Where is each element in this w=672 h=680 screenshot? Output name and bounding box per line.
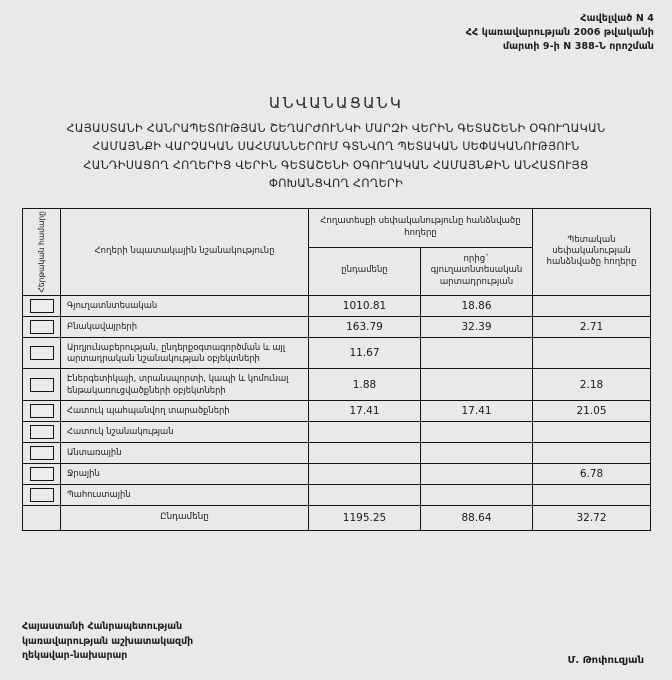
column-header-rownum-label: Հերթական համարը	[36, 211, 46, 293]
row-value-agri	[419, 441, 534, 464]
column-header-name: Հողերի նպատակային նշանակությունը	[60, 208, 309, 296]
total-number-cell	[22, 504, 61, 531]
column-header-group: Հողատեսքի սեփականությունը հանձնվածը հողե…	[307, 208, 534, 248]
row-value-total: 1.88	[308, 368, 421, 401]
row-number-cell	[22, 441, 61, 464]
row-name: Պահուստային	[60, 483, 309, 506]
row-value-total: 1010.81	[308, 294, 421, 317]
column-header-rownum: Հերթական համարը	[22, 208, 61, 296]
row-value-total: 11.67	[308, 336, 421, 370]
row-name: Անտառային	[60, 441, 309, 464]
row-number-box	[29, 377, 54, 392]
footer-line-1: Հայաստանի Հանրապետության	[22, 621, 183, 632]
footer-signature-name: Մ. Թոփուզյան	[567, 655, 644, 666]
row-value-state: 21.05	[532, 399, 652, 422]
column-header-agri: որից` գյուղատնտեսական արտադրության	[419, 246, 534, 296]
page-subtitle: ՀԱՅԱՍՏԱՆԻ ՀԱՆՐԱՊԵՏՈՒԹՅԱՆ ՇԵՂԱՐԺՈՒՆԿԻ ՄԱՐ…	[0, 120, 672, 194]
table-row: Հատուկ նշանակության	[22, 420, 652, 443]
row-value-agri: 32.39	[419, 315, 534, 338]
table-body: Գյուղատնտեսական 1010.81 18.86 Բնակավայրե…	[22, 294, 652, 531]
footer-line-3: ղեկավար-նախարար	[22, 650, 128, 662]
row-value-state	[532, 441, 652, 464]
subtitle-line-4: ՓՈԽԱՆՑՎՈՂ ՀՈՂԵՐԻ	[268, 177, 404, 191]
title-block: ԱՆՎԱՆԱՑԱՆԿ ՀԱՅԱՍՏԱՆԻ ՀԱՆՐԱՊԵՏՈՒԹՅԱՆ ՇԵՂԱ…	[0, 94, 672, 194]
row-name: Ջրային	[60, 462, 309, 485]
table-row: Անտառային	[22, 441, 652, 464]
table-head: Հերթական համարը Հողերի նպատակային նշանակ…	[22, 208, 652, 296]
row-name: Բնակավայրերի	[60, 315, 309, 338]
total-value-agri: 88.64	[419, 504, 534, 531]
row-name: Հատուկ նշանակության	[60, 420, 309, 443]
row-number-cell	[22, 294, 61, 317]
row-number-cell	[22, 336, 61, 370]
row-value-total	[308, 420, 421, 443]
header-line-3: մարտի 9-ի N 388-Ն որոշման	[502, 40, 654, 52]
total-value-total: 1195.25	[308, 504, 421, 531]
row-number-cell	[22, 399, 61, 422]
row-value-state	[532, 336, 652, 370]
column-header-state: Պետական սեփականության հանձնվածը հողերը	[532, 208, 652, 296]
row-value-state: 6.78	[532, 462, 652, 485]
row-number-cell	[22, 420, 61, 443]
table-row: Արդյունաբերության, ընդերքօգտագործման և ա…	[22, 336, 652, 370]
row-value-agri	[419, 368, 534, 401]
row-value-agri	[419, 336, 534, 370]
land-table-wrapper: Հերթական համարը Հողերի նպատակային նշանակ…	[22, 208, 652, 531]
subtitle-line-1: ՀԱՅԱՍՏԱՆԻ ՀԱՆՐԱՊԵՏՈՒԹՅԱՆ ՇԵՂԱՐԺՈՒՆԿԻ ՄԱՐ…	[66, 122, 606, 135]
subtitle-line-3: ՀԱՆԴԻՍԱՑՈՂ ՀՈՂԵՐԻՑ ՎԵՐԻՆ ԳԵՏԱՇԵՆԻ ՕԳՈՒՂԱ…	[83, 158, 589, 172]
table-row: Հատուկ պահպանվող տարածքների 17.41 17.41 …	[22, 399, 652, 422]
row-number-cell	[22, 462, 61, 485]
row-value-total	[308, 462, 421, 485]
row-value-state	[532, 483, 652, 506]
table-row: Բնակավայրերի 163.79 32.39 2.71	[22, 315, 652, 338]
row-number-box	[29, 298, 54, 313]
footer-line-2: կառավարության աշխատակազմի	[22, 635, 194, 647]
row-number-cell	[22, 483, 61, 506]
footer-signatory-title: Հայաստանի Հանրապետության կառավարության ա…	[22, 620, 193, 664]
row-number-box	[29, 403, 54, 418]
row-value-agri: 18.86	[419, 294, 534, 317]
column-header-total: ընդամենը	[308, 246, 421, 296]
total-value-state: 32.72	[532, 504, 652, 531]
row-number-cell	[22, 315, 61, 338]
row-name: Հատուկ պահպանվող տարածքների	[60, 399, 309, 422]
row-value-agri	[419, 420, 534, 443]
row-value-state: 2.71	[532, 315, 652, 338]
row-value-total	[308, 483, 421, 506]
row-name: Գյուղատնտեսական	[60, 294, 309, 317]
table-row: Պահուստային	[22, 483, 652, 506]
row-value-total: 17.41	[308, 399, 421, 422]
row-number-box	[29, 466, 54, 481]
table-row: Էներգետիկայի, տրանսպորտի, կապի և կոմունա…	[22, 368, 652, 401]
document-header: Հավելված N 4 ՀՀ կառավարության 2006 թվակա…	[466, 12, 654, 53]
row-value-agri: 17.41	[419, 399, 534, 422]
row-value-total: 163.79	[308, 315, 421, 338]
row-value-agri	[419, 483, 534, 506]
table-row-total: Ընդամենը 1195.25 88.64 32.72	[22, 504, 652, 531]
row-value-total	[308, 441, 421, 464]
header-line-1: Հավելված N 4	[580, 13, 654, 24]
row-number-box	[29, 487, 54, 502]
row-name: Էներգետիկայի, տրանսպորտի, կապի և կոմունա…	[60, 368, 309, 401]
row-value-state	[532, 420, 652, 443]
row-number-box	[29, 345, 54, 360]
row-value-state	[532, 294, 652, 317]
row-number-box	[29, 319, 54, 334]
header-line-2: ՀՀ կառավարության 2006 թվականի	[465, 26, 654, 38]
subtitle-line-2: ՀԱՄԱՅՆՔԻ ՎԱՐՉԱԿԱՆ ՍԱՀՄԱՆՆԵՐՈՒՄ ԳՏՆՎՈՂ ՊԵ…	[92, 140, 580, 154]
table-row: Գյուղատնտեսական 1010.81 18.86	[22, 294, 652, 317]
total-label: Ընդամենը	[60, 504, 309, 531]
row-name: Արդյունաբերության, ընդերքօգտագործման և ա…	[60, 336, 309, 370]
row-value-state: 2.18	[532, 368, 652, 401]
land-table: Հերթական համարը Հողերի նպատակային նշանակ…	[22, 208, 652, 531]
row-value-agri	[419, 462, 534, 485]
row-number-box	[29, 424, 54, 439]
page-title: ԱՆՎԱՆԱՑԱՆԿ	[268, 94, 404, 112]
table-row: Ջրային 6.78	[22, 462, 652, 485]
row-number-cell	[22, 368, 61, 401]
row-number-box	[29, 445, 54, 460]
